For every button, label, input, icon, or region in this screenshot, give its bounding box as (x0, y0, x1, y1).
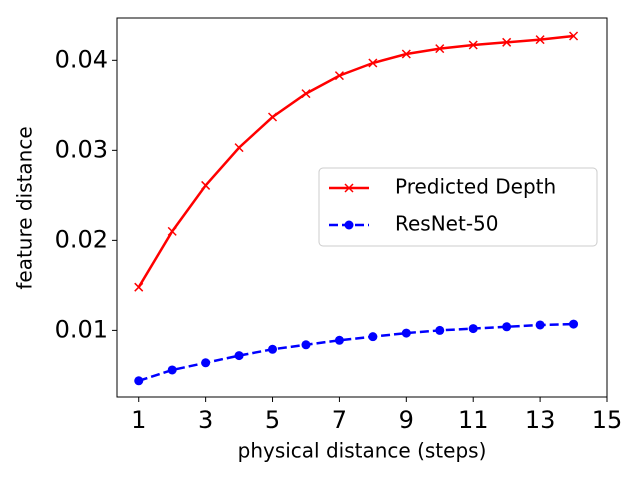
plot-frame (116, 17, 608, 398)
legend-label: Predicted Depth (395, 175, 556, 199)
x-tick-label: 11 (458, 406, 489, 434)
marker (134, 376, 144, 386)
marker (201, 358, 211, 368)
marker (201, 180, 211, 190)
marker (535, 320, 545, 330)
marker (267, 112, 278, 122)
marker (569, 319, 579, 329)
marker (334, 335, 344, 345)
marker (301, 89, 311, 99)
x-tick-label: 7 (332, 406, 347, 434)
marker (301, 340, 311, 350)
marker (368, 58, 378, 68)
marker (468, 324, 478, 334)
x-tick-label: 1 (131, 406, 146, 434)
marker (569, 31, 579, 41)
y-tick-label: 0.01 (55, 315, 108, 343)
x-tick-label: 15 (592, 406, 623, 434)
y-tick-label: 0.04 (55, 45, 108, 73)
marker (401, 328, 411, 338)
marker (234, 351, 244, 361)
marker (134, 282, 144, 292)
x-tick-label: 3 (198, 406, 213, 434)
legend-box (318, 167, 598, 247)
marker (167, 226, 177, 236)
marker (167, 365, 177, 375)
marker (268, 344, 278, 354)
x-tick-label: 13 (525, 406, 556, 434)
marker (502, 322, 512, 332)
marker (535, 35, 545, 45)
marker (435, 44, 445, 54)
marker (368, 332, 378, 342)
marker (234, 143, 244, 153)
marker (468, 40, 478, 50)
marker (401, 49, 411, 59)
x-tick-label: 9 (399, 406, 414, 434)
marker (502, 37, 512, 47)
series-line (137, 34, 574, 288)
legend-label: ResNet-50 (395, 212, 499, 236)
series-line (138, 322, 574, 382)
marker (334, 71, 344, 81)
y-tick-label: 0.03 (55, 135, 108, 163)
legend-marker (344, 183, 354, 193)
x-axis-label: physical distance (steps) (238, 439, 487, 463)
legend-marker (344, 220, 354, 230)
y-tick-label: 0.02 (55, 225, 108, 253)
x-tick-label: 5 (265, 406, 280, 434)
marker (435, 325, 445, 335)
y-axis-label: feature distance (13, 126, 37, 289)
